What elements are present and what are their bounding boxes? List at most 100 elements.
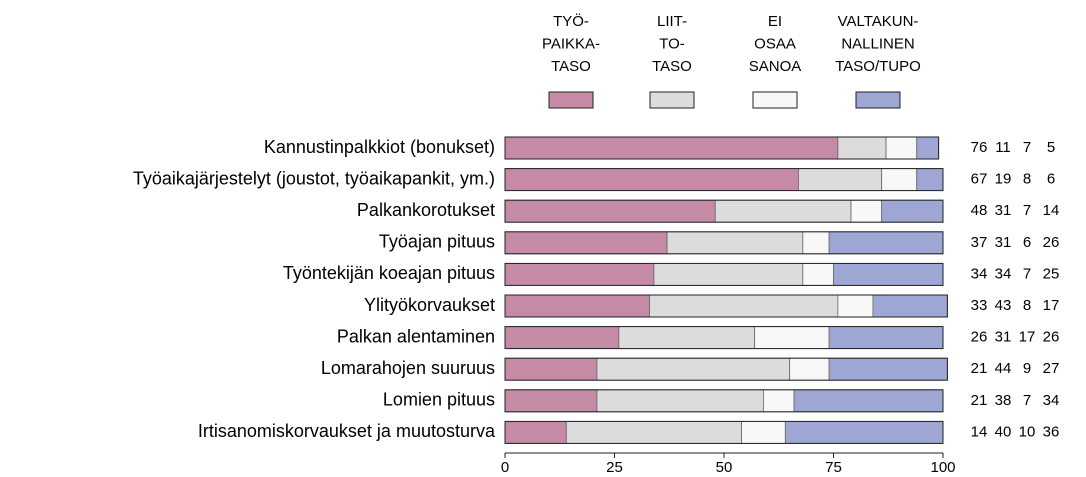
category-label: Työaikajärjestelyt (joustot, työaikapank… <box>133 168 495 188</box>
value-label: 25 <box>1043 265 1060 282</box>
value-label: 34 <box>971 265 988 282</box>
value-label: 36 <box>1043 423 1060 440</box>
bar-segment <box>885 136 918 160</box>
bar-segment <box>741 420 786 444</box>
legend-swatch <box>752 91 798 109</box>
value-label: 17 <box>1019 329 1036 346</box>
bar-segment <box>565 420 742 444</box>
bar-segment <box>828 357 948 381</box>
bar-segment <box>881 168 918 192</box>
bar-outline <box>504 199 944 223</box>
bar-segment <box>833 262 944 286</box>
value-label: 44 <box>995 360 1012 377</box>
value-label: 5 <box>1047 139 1055 156</box>
legend-label-line: TYÖ- <box>553 12 589 30</box>
legend-label: VALTAKUN- NALLINEN TASO/TUPO <box>835 13 921 75</box>
legend-swatch <box>855 91 901 109</box>
category-label: Työajan pituus <box>379 232 495 252</box>
value-label: 7 <box>1023 392 1031 409</box>
value-label: 9 <box>1023 360 1031 377</box>
bar-segment <box>653 262 804 286</box>
x-tick-label: 75 <box>825 459 842 476</box>
value-label: 31 <box>995 329 1012 346</box>
bar-segment <box>504 357 598 381</box>
legend-label-line: PAIKKA- <box>542 35 600 52</box>
bar-segment <box>872 294 948 318</box>
bar-segment <box>763 389 795 413</box>
bar-segment <box>666 231 804 255</box>
value-label: 67 <box>971 171 988 188</box>
value-label: 31 <box>995 202 1012 219</box>
legend-swatch <box>548 91 594 109</box>
value-label: 11 <box>995 139 1011 156</box>
legend-label: LIIT- TO- TASO <box>652 13 692 75</box>
bar-outline <box>504 420 944 444</box>
value-label: 38 <box>995 392 1012 409</box>
value-label: 14 <box>971 423 988 440</box>
bar-outline <box>504 136 940 160</box>
value-label: 8 <box>1023 297 1031 314</box>
category-label: Ylityökorvaukset <box>364 295 495 315</box>
bar-segment <box>504 168 799 192</box>
value-label: 19 <box>995 171 1012 188</box>
legend-label-line: VALTAKUN- <box>838 13 919 30</box>
value-label: 21 <box>971 360 988 377</box>
value-label: 26 <box>971 329 988 346</box>
legend-label-line: TASO <box>652 58 692 75</box>
bar-segment <box>916 136 940 160</box>
legend-label-line: TASO <box>551 58 591 75</box>
bar-segment <box>828 326 944 350</box>
value-label: 6 <box>1023 234 1031 251</box>
bar-segment <box>837 294 874 318</box>
value-label: 7 <box>1023 139 1031 156</box>
bar-outline <box>504 294 948 318</box>
x-tick-label: 25 <box>606 459 623 476</box>
bar-segment <box>618 326 756 350</box>
value-label: 26 <box>1043 329 1060 346</box>
bar-segment <box>793 389 944 413</box>
value-label: 43 <box>995 297 1012 314</box>
value-label: 34 <box>1043 392 1060 409</box>
bar-segment <box>881 199 944 223</box>
bar-segment <box>504 420 567 444</box>
bar-segment <box>802 231 830 255</box>
legend-label-line: NALLINEN <box>841 35 914 52</box>
value-label: 21 <box>971 392 988 409</box>
value-label: 17 <box>1043 297 1060 314</box>
legend-label-line: OSAA <box>754 35 796 52</box>
value-label: 48 <box>971 202 988 219</box>
bar-outline <box>504 357 948 381</box>
value-label: 8 <box>1023 171 1031 188</box>
legend-swatch <box>649 91 695 109</box>
value-label: 6 <box>1047 171 1055 188</box>
x-tick-label: 0 <box>501 459 509 476</box>
category-label: Irtisanomiskorvaukset ja muutosturva <box>198 421 496 441</box>
bar-segment <box>802 262 834 286</box>
value-label: 14 <box>1043 202 1060 219</box>
value-label: 34 <box>995 265 1012 282</box>
bar-segment <box>504 262 655 286</box>
bar-segment <box>837 136 887 160</box>
value-label: 33 <box>971 297 988 314</box>
bar-segment <box>754 326 830 350</box>
value-label: 40 <box>995 423 1012 440</box>
bar-segment <box>649 294 839 318</box>
bar-segment <box>596 389 764 413</box>
value-label: 26 <box>1043 234 1060 251</box>
value-label: 31 <box>995 234 1012 251</box>
bar-segment <box>504 199 716 223</box>
bar-segment <box>504 136 839 160</box>
bar-segment <box>828 231 944 255</box>
legend-label-line: TO- <box>659 35 685 52</box>
bar-segment <box>504 389 598 413</box>
bar-outline <box>504 326 944 350</box>
category-label: Lomarahojen suuruus <box>321 358 495 378</box>
category-label: Palkankorotukset <box>357 200 495 220</box>
category-label: Palkan alentaminen <box>337 326 495 346</box>
value-label: 7 <box>1023 202 1031 219</box>
value-label: 37 <box>971 234 988 251</box>
bar-segment <box>850 199 883 223</box>
bar-segment <box>596 357 791 381</box>
legend-label-line: TASO/TUPO <box>835 58 921 75</box>
